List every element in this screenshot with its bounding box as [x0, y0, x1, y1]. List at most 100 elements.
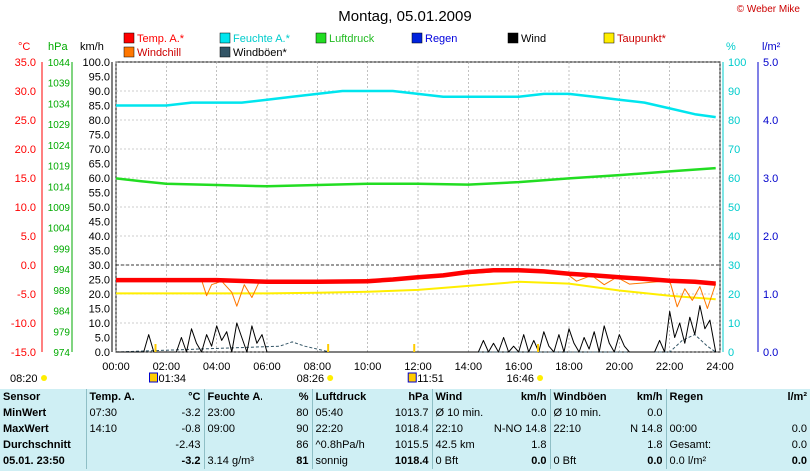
series-line-temp-a [116, 267, 716, 286]
temp-tick-label: 15.0 [15, 173, 36, 185]
axis-units: °C hPa km/h% l/m² [18, 41, 781, 53]
rain-tick-label: 1.0 [763, 289, 778, 301]
temp-tick-label: 10.0 [15, 202, 36, 214]
stats-cell: 14:10 [85, 421, 138, 437]
wind-tick-label: 45.0 [89, 217, 110, 229]
legend-label: Regen [425, 33, 457, 45]
rain-unit-label: l/m² [762, 41, 781, 53]
rain-tick-label: 2.0 [763, 231, 778, 243]
stats-cell [549, 437, 610, 453]
humidity-tick-label: 40 [728, 231, 740, 243]
time-tick-label: 24:00 [706, 361, 734, 373]
pressure-tick-label: 979 [53, 327, 70, 338]
stats-cell [750, 405, 810, 421]
wind-tick-label: 100.0 [82, 57, 110, 69]
time-tick-label: 08:00 [304, 361, 332, 373]
stats-cell: Ø 10 min. [549, 405, 610, 421]
pressure-tick-label: 1024 [48, 141, 71, 152]
event-dot [41, 375, 47, 381]
stats-cell: km/h [636, 391, 663, 403]
stats-cell [665, 405, 750, 421]
series-line-wind [116, 305, 717, 353]
stats-cell: -2.43 [175, 439, 201, 451]
stats-row: MinWert 07:30 -3.2 23:00 80 05:40 1013.7 Ø 10 m… [0, 405, 810, 421]
stats-cell: 0.0 [531, 407, 547, 419]
stats-cell: Temp. A. [85, 389, 138, 405]
wind-tick-label: 60.0 [89, 173, 110, 185]
time-tick-label: 16:00 [505, 361, 533, 373]
wind-tick-label: 70.0 [89, 144, 110, 156]
stats-row: 05.01. 23:50 -3.2 3.14 g/m³ 81 sonnig 1018.4 0… [0, 453, 810, 469]
event-time-label: 11:51 [417, 373, 444, 385]
pressure-tick-label: 1014 [48, 182, 71, 193]
wind-tick-label: 30.0 [89, 260, 110, 272]
pressure-tick-label: 974 [53, 348, 70, 359]
pressure-tick-label: 1009 [48, 203, 71, 214]
temp-tick-label: 25.0 [15, 115, 36, 127]
stats-cell: °C [188, 391, 201, 403]
legend-label: Wind [521, 33, 546, 45]
stats-cell: l/m² [787, 391, 807, 403]
pressure-tick-label: 1019 [48, 162, 71, 173]
stats-cell: N 14.8 [630, 423, 663, 435]
stats-cell: 0.0 [647, 455, 663, 467]
event-time-label: 01:34 [159, 373, 187, 385]
pressure-tick-label: 1044 [48, 58, 71, 69]
stats-cell: MinWert [3, 407, 47, 419]
humidity-tick-label: 90 [728, 86, 740, 98]
humidity-tick-label: 60 [728, 173, 740, 185]
wind-tick-label: 80.0 [89, 115, 110, 127]
pressure-tick-label: 994 [53, 265, 70, 276]
stats-cell: 42.5 km [431, 437, 490, 453]
stats-cell: 22:10 [549, 421, 610, 437]
wind-tick-label: 50.0 [89, 202, 110, 214]
legend-swatch [411, 32, 423, 44]
copyright-text: © Weber Mike [737, 4, 801, 15]
stats-cell: 0 Bft [549, 453, 610, 469]
stats-cell: 23:00 [203, 405, 262, 421]
time-tick-label: 18:00 [555, 361, 583, 373]
pressure-tick-label: 1004 [48, 224, 71, 235]
legend-swatch [123, 32, 135, 44]
rain-tick-label: 3.0 [763, 173, 778, 185]
event-flag [149, 372, 159, 383]
wind-tick-label: 90.0 [89, 86, 110, 98]
stats-cell: 22:20 [311, 421, 370, 437]
stats-cell: 1.8 [647, 439, 663, 451]
legend-swatch [603, 32, 615, 44]
wind-tick-label: 15.0 [89, 304, 110, 316]
time-tick-label: 14:00 [455, 361, 483, 373]
rain-tick-label: 4.0 [763, 115, 778, 127]
stats-cell: 1015.5 [394, 439, 429, 451]
event-time-label: 16:46 [507, 373, 535, 385]
stats-cell: sonnig [311, 453, 370, 469]
humidity-tick-label: 0 [728, 347, 734, 359]
pressure-tick-label: 999 [53, 244, 70, 255]
statistics-table: Sensor Temp. A. °C Feuchte A.% Luftdruck hPa W… [0, 389, 810, 469]
stats-cell: MaxWert [3, 423, 49, 435]
stats-cell: Wind [431, 389, 490, 405]
legend-swatch [219, 46, 231, 58]
event-flag [407, 372, 417, 383]
humidity-tick-label: 100 [728, 57, 746, 69]
legend-swatch [507, 32, 519, 44]
time-tick-label: 00:00 [102, 361, 130, 373]
stats-cell: 0.0 [791, 439, 807, 451]
humidity-unit-label: % [726, 41, 736, 53]
stats-cell: 00:00 [665, 421, 750, 437]
wind-tick-label: 65.0 [89, 159, 110, 171]
rain-tick-label: 5.0 [763, 57, 778, 69]
series-line-taupunkt [116, 280, 716, 301]
wind-tick-label: 85.0 [89, 101, 110, 113]
wind-tick-label: 95.0 [89, 72, 110, 84]
stats-cell: 05:40 [311, 405, 370, 421]
stats-cell: -3.2 [181, 407, 201, 419]
temp-tick-label: 20.0 [15, 144, 36, 156]
time-tick-label: 02:00 [153, 361, 181, 373]
stats-cell: km/h [520, 391, 547, 403]
wind-tick-label: 25.0 [89, 275, 110, 287]
time-tick-label: 10:00 [354, 361, 382, 373]
stats-cell: 1018.4 [394, 423, 429, 435]
stats-cell: Durchschnitt [3, 439, 71, 451]
stats-cell: 3.14 g/m³ [203, 453, 262, 469]
